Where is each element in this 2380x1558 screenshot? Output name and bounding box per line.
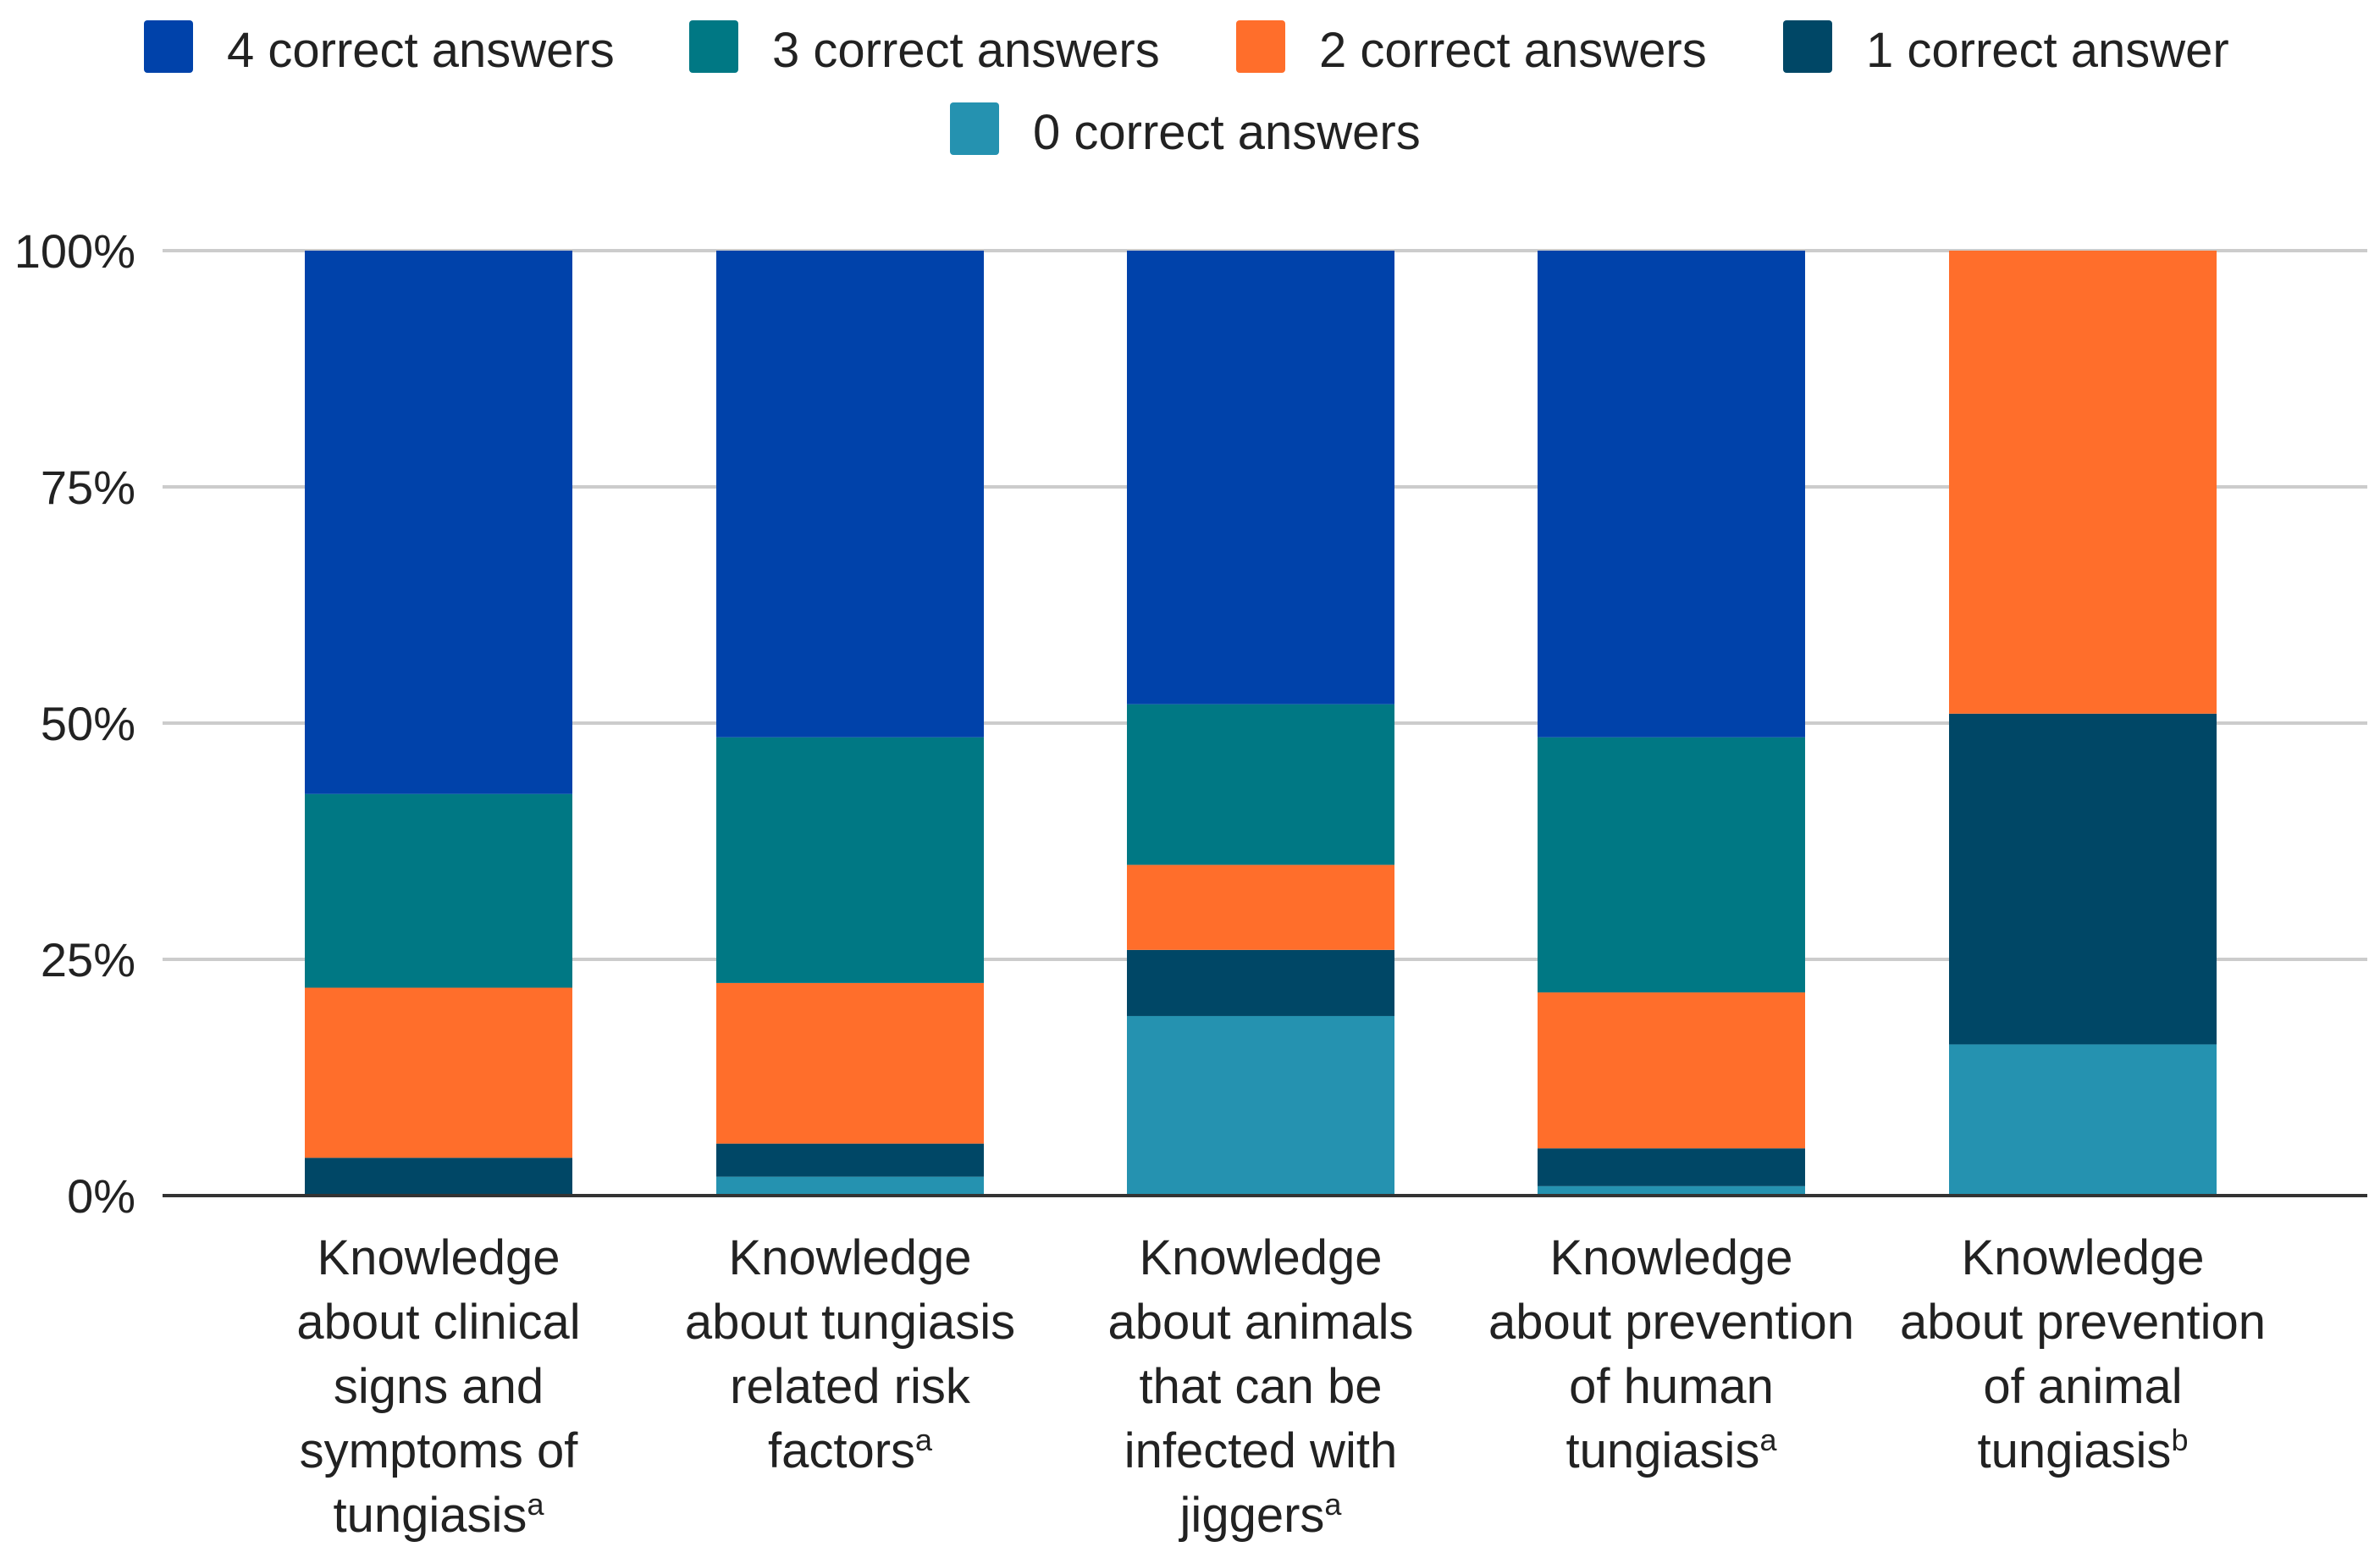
category-label-line: tungiasisa <box>334 1487 545 1544</box>
category-label-line: about prevention <box>1900 1295 2266 1350</box>
category-label-line: about prevention <box>1488 1295 1854 1350</box>
y-tick-label: 0% <box>67 1169 135 1223</box>
bar-segment-2-correct-answers <box>1127 865 1394 950</box>
bars <box>305 251 2217 1196</box>
bar-segment-1-correct-answer <box>1127 949 1394 1016</box>
legend-item: 4 correct answers <box>144 20 615 78</box>
y-tick-label: 25% <box>41 933 135 986</box>
category-label-line: signs and <box>334 1359 544 1414</box>
bar-segment-2-correct-answers <box>305 987 572 1158</box>
legend-swatch <box>1236 20 1285 73</box>
bar-segment-1-correct-answer <box>305 1157 572 1196</box>
category-label: Knowledge about tungiasis related risk fact… <box>685 1230 1015 1478</box>
category-label: Knowledge about animals that can be infecte… <box>1107 1230 1413 1543</box>
legend-label: 3 correct answers <box>772 23 1160 78</box>
category-label-line: symptoms of <box>300 1423 579 1478</box>
category-label: Knowledge about prevention of animal tungia… <box>1900 1230 2266 1478</box>
legend-label: 4 correct answers <box>227 23 615 78</box>
category-label: Knowledge about clinical signs and symptoms… <box>296 1230 580 1543</box>
legend: 4 correct answers 3 correct answers 2 corr… <box>144 20 2229 160</box>
bar-segment-0-correct-answers <box>1127 1015 1394 1196</box>
legend-item: 0 correct answers <box>950 102 1421 160</box>
bar-segment-4-correct-answers <box>1538 251 1805 738</box>
legend-label: 0 correct answers <box>1033 105 1421 160</box>
legend-swatch <box>689 20 738 73</box>
category-label-line: Knowledge <box>1962 1230 2205 1285</box>
bar-segment-4-correct-answers <box>1127 251 1394 704</box>
bar-segment-4-correct-answers <box>716 251 984 738</box>
category-label-line: jiggersa <box>1179 1487 1343 1544</box>
y-tick-label: 75% <box>41 461 135 514</box>
bar-segment-2-correct-answers <box>1538 992 1805 1149</box>
bar-segment-1-correct-answer <box>716 1143 984 1177</box>
bar-segment-0-correct-answers <box>1949 1044 2217 1196</box>
legend-swatch <box>1783 20 1832 73</box>
category-label-line: about tungiasis <box>685 1295 1015 1350</box>
category-label-line: Knowledge <box>318 1230 560 1285</box>
superscript: a <box>527 1487 544 1522</box>
bar-segment-2-correct-answers <box>716 982 984 1144</box>
category-label-line: of human <box>1569 1359 1774 1414</box>
category-label-line: about animals <box>1107 1295 1413 1350</box>
superscript: a <box>915 1423 933 1457</box>
category-label-line: Knowledge <box>729 1230 972 1285</box>
legend-swatch <box>950 102 999 155</box>
legend-item: 1 correct answer <box>1783 20 2229 78</box>
bar-segment-3-correct-answers <box>305 793 572 988</box>
bar-segment-3-correct-answers <box>1127 704 1394 865</box>
category-label-line: factorsa <box>768 1423 933 1479</box>
bar-segment-0-correct-answers <box>1538 1185 1805 1196</box>
category-label-line: tungiasisb <box>1978 1423 2189 1479</box>
superscript: b <box>2171 1423 2188 1457</box>
bar-segment-0-correct-answers <box>716 1176 984 1196</box>
category-label-line: of animal <box>1983 1359 2182 1414</box>
legend-label: 2 correct answers <box>1319 23 1707 78</box>
x-category-labels: Knowledge about clinical signs and symptoms… <box>296 1230 2266 1543</box>
bar-segment-2-correct-answers <box>1949 251 2217 714</box>
legend-item: 3 correct answers <box>689 20 1160 78</box>
category-label-line: Knowledge <box>1550 1230 1793 1285</box>
y-tick-label: 100% <box>14 224 135 278</box>
bar-segment-1-correct-answer <box>1538 1148 1805 1186</box>
legend-swatch <box>144 20 193 73</box>
category-label-line: that can be <box>1140 1359 1383 1414</box>
legend-item: 2 correct answers <box>1236 20 1707 78</box>
category-label-line: Knowledge <box>1140 1230 1383 1285</box>
bar-segment-1-correct-answer <box>1949 713 2217 1045</box>
y-tick-label: 50% <box>41 697 135 750</box>
bar-segment-4-correct-answers <box>305 251 572 794</box>
category-label: Knowledge about prevention of human tungias… <box>1488 1230 1854 1478</box>
superscript: a <box>1759 1423 1777 1457</box>
y-tick-labels: 0% 25% 50% 75% 100% <box>14 224 135 1223</box>
category-label-line: related risk <box>730 1359 971 1414</box>
superscript: a <box>1324 1487 1342 1522</box>
bar-segment-3-correct-answers <box>1538 737 1805 993</box>
bar-segment-3-correct-answers <box>716 737 984 983</box>
category-label-line: infected with <box>1124 1423 1397 1478</box>
category-label-line: about clinical <box>296 1295 580 1350</box>
legend-label: 1 correct answer <box>1866 23 2229 78</box>
category-label-line: tungiasisa <box>1566 1423 1778 1479</box>
